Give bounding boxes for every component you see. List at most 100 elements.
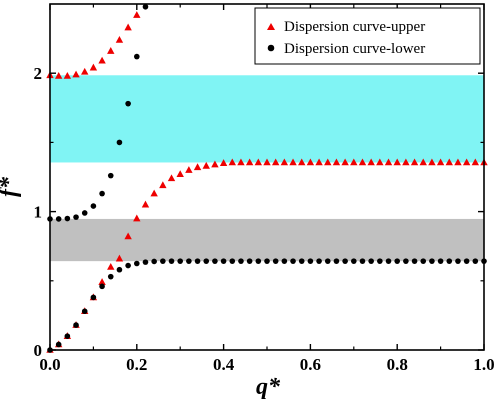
x-tick-label: 1.0: [473, 355, 494, 374]
lower-point: [463, 258, 470, 264]
y-axis-title: f*: [0, 176, 22, 197]
lower-point: [351, 258, 357, 264]
y-tick-label: 0: [34, 341, 43, 360]
lower-point: [429, 258, 435, 264]
x-tick-label: 0.2: [126, 355, 147, 374]
upper-point: [263, 158, 271, 166]
legend: Dispersion curve-upper Dispersion curve-…: [254, 7, 481, 65]
upper-point: [254, 158, 263, 166]
upper-point: [358, 158, 367, 166]
upper-point: [202, 161, 210, 169]
upper-point: [72, 70, 80, 78]
lower-point: [472, 258, 479, 264]
lower-point: [316, 258, 322, 264]
lower-point: [281, 258, 288, 264]
upper-point: [445, 158, 453, 166]
upper-point: [289, 158, 297, 166]
y-tick-label: 1: [34, 203, 43, 222]
tick-labels: 0.0 0.2 0.4 0.6 0.8 1.0 0 1 2: [34, 64, 495, 374]
lower-point: [55, 216, 62, 222]
y-tick-label: 2: [34, 64, 43, 83]
upper-point: [107, 47, 115, 54]
upper-point: [219, 159, 228, 166]
upper-point: [98, 56, 106, 64]
lower-point: [90, 294, 97, 301]
legend-lower-marker: [267, 44, 275, 52]
lower-point: [359, 258, 366, 264]
lower-point: [73, 322, 79, 328]
legend-upper-label: Dispersion curve-upper: [284, 19, 425, 35]
lower-point: [55, 341, 62, 348]
band-gaps: [50, 75, 484, 262]
lower-point: [160, 258, 166, 264]
lower-point: [116, 139, 123, 146]
lower-point: [64, 215, 71, 222]
upper-point: [159, 181, 167, 189]
upper-point: [124, 232, 132, 240]
upper-point: [237, 158, 245, 166]
lower-point: [394, 258, 401, 264]
upper-point: [245, 158, 254, 166]
upper-point: [471, 158, 480, 166]
upper-point: [107, 262, 115, 270]
lower-point: [229, 258, 236, 264]
upper-point: [376, 158, 384, 166]
lower-point: [455, 258, 461, 264]
upper-point: [280, 158, 289, 166]
lower-point: [73, 214, 79, 220]
upper-point: [185, 166, 193, 173]
upper-point: [393, 158, 401, 166]
legend-upper-marker: [267, 23, 275, 30]
lower-point: [377, 258, 383, 264]
upper-point: [419, 158, 427, 166]
upper-point: [306, 158, 315, 166]
lower-point: [272, 258, 279, 264]
upper-point: [341, 158, 349, 166]
upper-point: [141, 200, 150, 208]
upper-point: [332, 158, 341, 166]
upper-point: [298, 158, 306, 166]
legend-lower-label: Dispersion curve-lower: [284, 41, 425, 57]
lower-point: [420, 258, 427, 264]
upper-point: [271, 158, 280, 166]
band-0: [50, 218, 484, 262]
x-tick-label: 0.8: [387, 355, 408, 374]
lower-point: [220, 258, 227, 264]
lower-point: [64, 333, 71, 339]
upper-point: [211, 160, 219, 168]
upper-point: [462, 158, 471, 166]
lower-point: [177, 258, 183, 264]
lower-point: [125, 262, 131, 269]
upper-point: [176, 170, 184, 178]
upper-point: [54, 71, 63, 79]
series-layer: [46, 3, 488, 353]
lower-point: [116, 266, 123, 273]
x-axis-title: q*: [256, 374, 281, 400]
lower-point: [107, 273, 114, 280]
lower-point: [298, 258, 305, 264]
upper-point: [384, 158, 393, 166]
lower-point: [99, 190, 105, 197]
lower-point: [168, 258, 175, 264]
lower-point: [125, 100, 131, 107]
upper-point: [124, 23, 132, 31]
upper-point: [89, 63, 98, 71]
upper-point: [98, 278, 106, 285]
legend-box: [254, 7, 481, 65]
lower-point: [333, 258, 340, 264]
lower-point: [290, 258, 296, 264]
x-tick-label: 0.4: [213, 355, 235, 374]
lower-point: [134, 260, 140, 267]
upper-point: [167, 174, 176, 182]
upper-point: [324, 158, 332, 166]
x-tick-label: 0.0: [39, 355, 60, 374]
lower-point: [90, 203, 97, 209]
upper-point: [402, 158, 410, 166]
upper-point: [115, 254, 124, 262]
lower-point: [194, 258, 201, 264]
lower-point: [238, 258, 244, 264]
lower-point: [342, 258, 348, 264]
lower-point: [81, 210, 88, 216]
upper-point: [454, 158, 462, 166]
